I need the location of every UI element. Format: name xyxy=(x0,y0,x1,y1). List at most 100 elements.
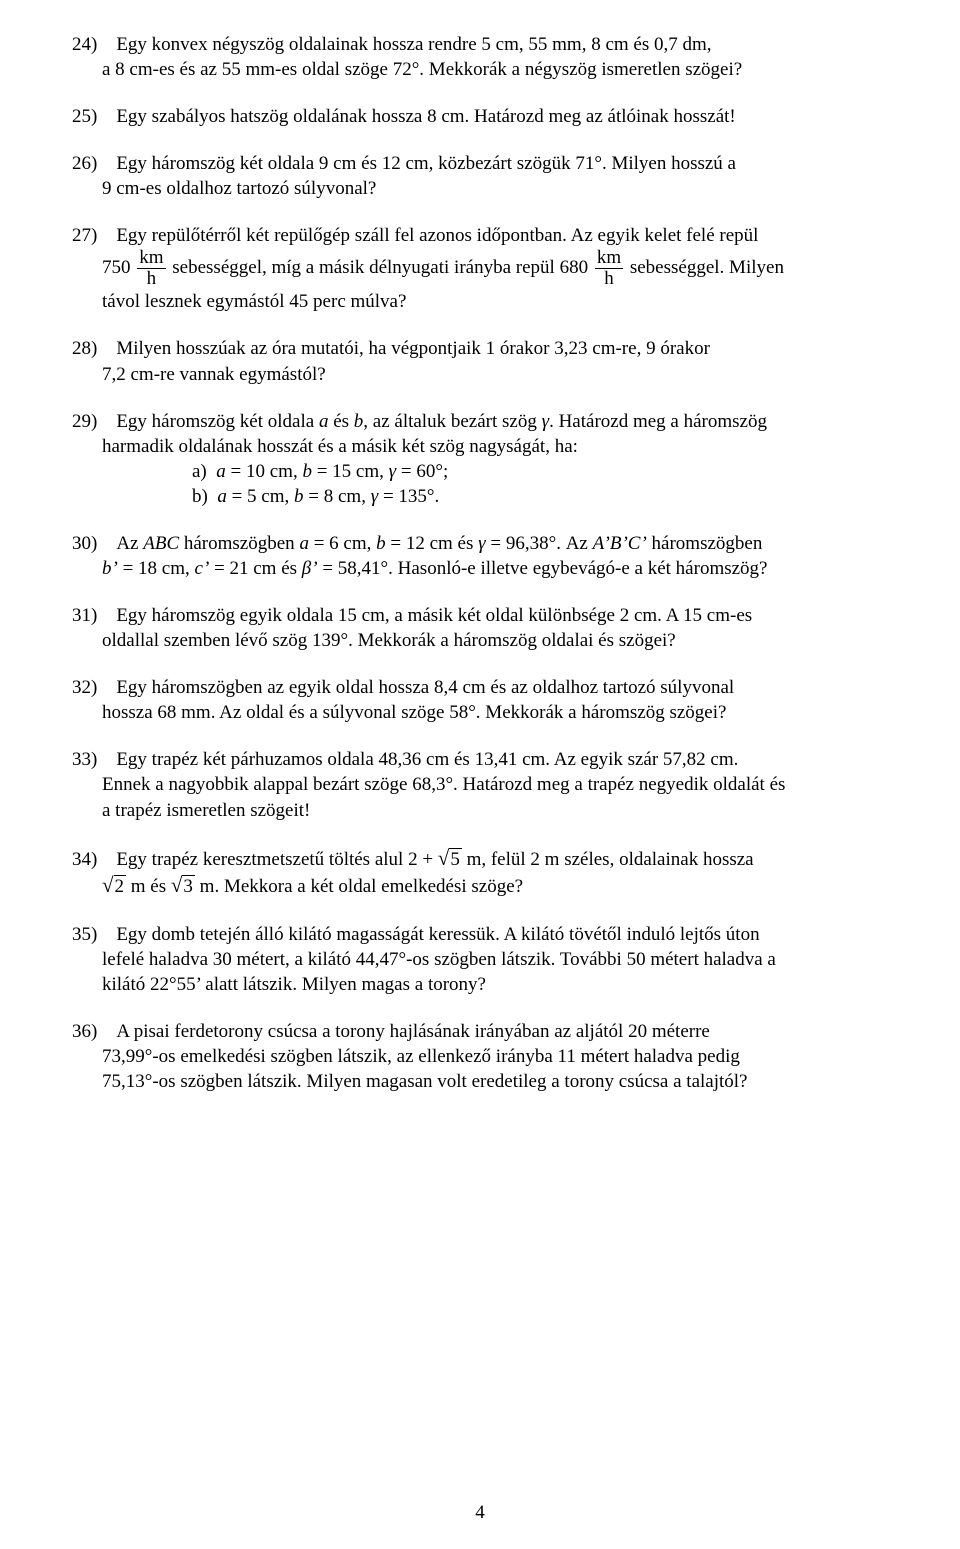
p29-ia: a xyxy=(319,411,329,432)
problem-31-line1: 31) Egy háromszög egyik oldala 15 cm, a … xyxy=(72,603,888,628)
p29-l1a: 29) Egy háromszög két oldala xyxy=(72,411,319,432)
p27-tail: sebességgel. Milyen xyxy=(630,257,784,278)
p27-frac2-den: h xyxy=(595,269,623,289)
p30-ibeta: β’ xyxy=(302,558,318,579)
problem-30-line2: b’ = 18 cm, c’ = 21 cm és β’ = 58,41°. H… xyxy=(72,556,888,581)
problem-30: 30) Az ABC háromszögben a = 6 cm, b = 12… xyxy=(72,531,888,581)
problem-35-line2: lefelé haladva 30 métert, a kilátó 44,47… xyxy=(72,947,888,972)
p29a-pre: a) xyxy=(192,461,216,482)
p29b-ib: b xyxy=(294,486,304,507)
problem-28-line2: 7,2 cm-re vannak egymástól? xyxy=(72,362,888,387)
p34-sqrt3: √3 xyxy=(171,876,195,897)
p30-l1b: háromszögben xyxy=(179,533,299,554)
p29b-eq3: = 135°. xyxy=(378,486,439,507)
problem-24: 24) Egy konvex négyszög oldalainak hossz… xyxy=(72,32,888,82)
p27-750: 750 xyxy=(102,257,131,278)
p27-frac2: km h xyxy=(595,248,623,289)
p30-ib: b xyxy=(376,533,386,554)
p29a-eq3: = 60°; xyxy=(396,461,448,482)
problem-24-line1: 24) Egy konvex négyszög oldalainak hossz… xyxy=(72,32,888,57)
page-number: 4 xyxy=(0,1500,960,1525)
problem-25: 25) Egy szabályos hatszög oldalának hoss… xyxy=(72,104,888,129)
problem-27-line3: távol lesznek egymástól 45 perc múlva? xyxy=(72,289,888,314)
problem-33-line3: a trapéz ismeretlen szögeit! xyxy=(72,798,888,823)
p29-l1b: és xyxy=(328,411,353,432)
problem-31: 31) Egy háromszög egyik oldala 15 cm, a … xyxy=(72,603,888,653)
problem-33-line2: Ennek a nagyobbik alappal bezárt szöge 6… xyxy=(72,772,888,797)
p27-frac1: km h xyxy=(137,248,165,289)
problem-26-line1: 26) Egy háromszög két oldala 9 cm és 12 … xyxy=(72,151,888,176)
problem-27: 27) Egy repülőtérről két repülőgép száll… xyxy=(72,223,888,314)
p34-sqrt2-rad: 2 xyxy=(114,875,127,897)
problem-36-line3: 75,13°-os szögben látszik. Milyen magasa… xyxy=(72,1069,888,1094)
p29b-ia: a xyxy=(217,486,227,507)
p29a-ia: a xyxy=(216,461,226,482)
problem-29-b: b) a = 5 cm, b = 8 cm, γ = 135°. xyxy=(72,484,888,509)
p34-mid2: m és xyxy=(126,876,171,897)
p34-sqrt5: √5 xyxy=(438,849,462,870)
p30-l1f: háromszögben xyxy=(647,533,763,554)
p29a-ib: b xyxy=(302,461,312,482)
problem-36: 36) A pisai ferdetorony csúcsa a torony … xyxy=(72,1019,888,1094)
problem-35-line3: kilátó 22°55’ alatt látszik. Milyen maga… xyxy=(72,972,888,997)
problem-30-line1: 30) Az ABC háromszögben a = 6 cm, b = 12… xyxy=(72,531,888,556)
p29b-eq2: = 8 cm, xyxy=(304,486,371,507)
problem-33: 33) Egy trapéz két párhuzamos oldala 48,… xyxy=(72,747,888,822)
p30-ibp: b’ xyxy=(102,558,118,579)
problem-33-line1: 33) Egy trapéz két párhuzamos oldala 48,… xyxy=(72,747,888,772)
p30-l1e: = 96,38°. Az xyxy=(486,533,593,554)
problem-35-line1: 35) Egy domb tetején álló kilátó magassá… xyxy=(72,922,888,947)
p27-frac2-num: km xyxy=(595,248,623,269)
p29-l1c: , az általuk bezárt szög xyxy=(363,411,541,432)
p30-ig: γ xyxy=(478,533,486,554)
p34-l1b: m, felül 2 m széles, oldalainak hossza xyxy=(462,849,754,870)
p30-iABC: ABC xyxy=(143,533,179,554)
p27-frac1-den: h xyxy=(137,269,165,289)
problem-31-line2: oldallal szemben lévő szög 139°. Mekkorá… xyxy=(72,628,888,653)
p27-frac1-num: km xyxy=(137,248,165,269)
problem-29-line1: 29) Egy háromszög két oldala a és b, az … xyxy=(72,409,888,434)
page: 24) Egy konvex négyszög oldalainak hossz… xyxy=(0,0,960,1549)
p29-l1d: . Határozd meg a háromszög xyxy=(549,411,767,432)
p34-sqrt5-rad: 5 xyxy=(449,848,462,870)
problem-34-line1: 34) Egy trapéz keresztmetszetű töltés al… xyxy=(72,845,888,873)
problem-36-line2: 73,99°-os emelkedési szögben látszik, az… xyxy=(72,1044,888,1069)
problem-29-line2: harmadik oldalának hosszát és a másik ké… xyxy=(72,434,888,459)
p30-l2c: = 21 cm és xyxy=(209,558,302,579)
problem-26-line2: 9 cm-es oldalhoz tartozó súlyvonal? xyxy=(72,176,888,201)
p30-l2b: = 18 cm, xyxy=(118,558,195,579)
radical-icon: √ xyxy=(102,873,114,897)
p29-ib: b xyxy=(354,411,364,432)
p29b-eq1: = 5 cm, xyxy=(227,486,294,507)
p29b-pre: b) xyxy=(192,486,217,507)
problem-24-line2: a 8 cm-es és az 55 mm-es oldal szöge 72°… xyxy=(72,57,888,82)
radical-icon: √ xyxy=(438,846,450,870)
p34-l1a: 34) Egy trapéz keresztmetszetű töltés al… xyxy=(72,849,408,870)
problem-29: 29) Egy háromszög két oldala a és b, az … xyxy=(72,409,888,509)
problem-32-line1: 32) Egy háromszögben az egyik oldal hoss… xyxy=(72,675,888,700)
p34-2plus: 2 + xyxy=(408,849,438,870)
p30-icp: c’ xyxy=(195,558,210,579)
p34-sqrt3-rad: 3 xyxy=(182,875,195,897)
problem-32-line2: hossza 68 mm. Az oldal és a súlyvonal sz… xyxy=(72,700,888,725)
p29a-eq2: = 15 cm, xyxy=(312,461,389,482)
problem-29-a: a) a = 10 cm, b = 15 cm, γ = 60°; xyxy=(72,459,888,484)
problem-32: 32) Egy háromszögben az egyik oldal hoss… xyxy=(72,675,888,725)
problem-35: 35) Egy domb tetején álló kilátó magassá… xyxy=(72,922,888,997)
problem-34-line2: √2 m és √3 m. Mekkora a két oldal emelke… xyxy=(72,872,888,900)
problem-28-line1: 28) Milyen hosszúak az óra mutatói, ha v… xyxy=(72,336,888,361)
p30-l1c: = 6 cm, xyxy=(309,533,376,554)
p34-l2b: m. Mekkora a két oldal emelkedési szöge? xyxy=(195,876,523,897)
p30-ia: a xyxy=(299,533,309,554)
p34-sqrt2: √2 xyxy=(102,876,126,897)
p30-l1a: 30) Az xyxy=(72,533,143,554)
problem-27-line1: 27) Egy repülőtérről két repülőgép száll… xyxy=(72,223,888,248)
radical-icon: √ xyxy=(171,873,183,897)
p27-mid: sebességgel, míg a másik délnyugati irán… xyxy=(172,257,593,278)
p29a-eq1: = 10 cm, xyxy=(226,461,303,482)
problem-25-line1: 25) Egy szabályos hatszög oldalának hoss… xyxy=(72,104,888,129)
p30-l1d: = 12 cm és xyxy=(386,533,479,554)
problem-27-line2: 750 km h sebességgel, míg a másik délnyu… xyxy=(72,248,888,289)
problem-34: 34) Egy trapéz keresztmetszetű töltés al… xyxy=(72,845,888,900)
p30-iABCp: A’B’C’ xyxy=(593,533,647,554)
